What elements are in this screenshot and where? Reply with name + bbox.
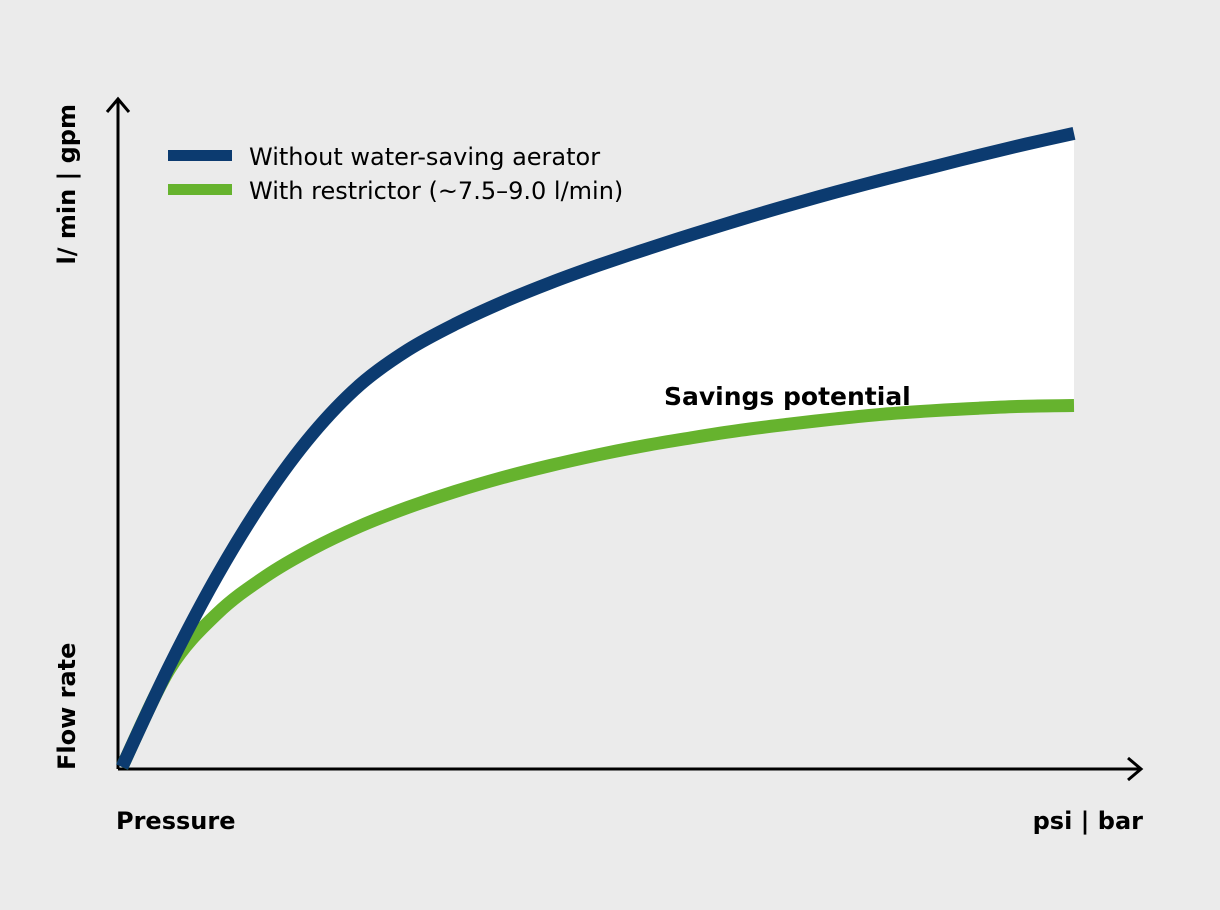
- x-axis-label: Pressure: [116, 807, 235, 835]
- series-line-without-aerator: [116, 127, 1076, 770]
- y-axis-unit: l/ min | gpm: [53, 104, 81, 265]
- x-axis-arrow: [1127, 756, 1144, 782]
- savings-potential-label: Savings potential: [664, 382, 911, 411]
- legend-swatch-without-aerator: [168, 150, 232, 161]
- series-line-with-restrictor: [116, 399, 1075, 770]
- series-layer: [116, 127, 1076, 770]
- y-axis-label: Flow rate: [53, 643, 81, 770]
- x-axis-unit: psi | bar: [1033, 807, 1144, 835]
- legend-label-without-aerator: Without water-saving aerator: [249, 143, 600, 171]
- y-axis-arrow: [105, 96, 131, 113]
- legend-swatch-with-restrictor: [168, 184, 232, 195]
- legend-label-with-restrictor: With restrictor (~7.5–9.0 l/min): [249, 177, 623, 205]
